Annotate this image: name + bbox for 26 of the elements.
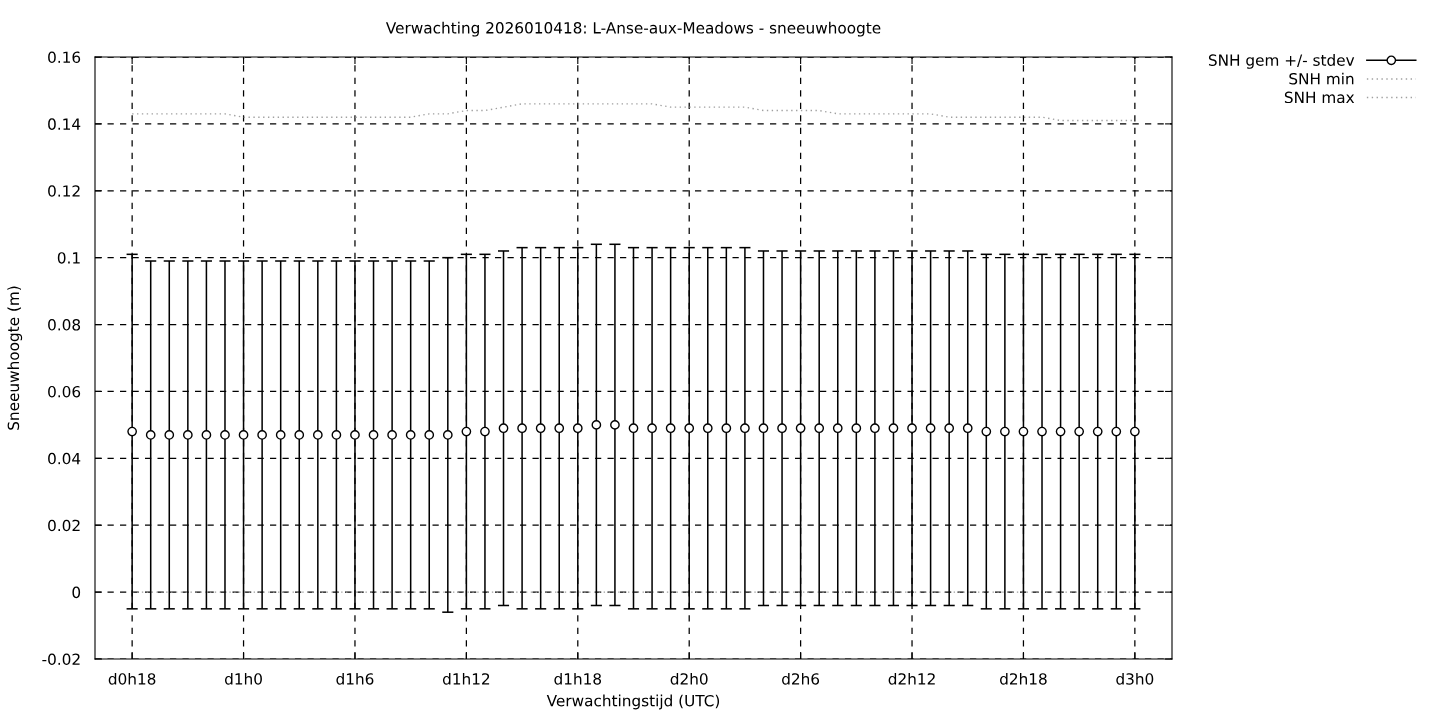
x-tick-label: d2h0 — [670, 672, 708, 685]
y-tick-label: 0.1 — [57, 252, 80, 264]
x-tick-label: d3h0 — [1116, 672, 1154, 685]
y-tick-label: 0.08 — [48, 319, 81, 331]
x-tick-label: d2h18 — [1000, 672, 1047, 685]
x-tick-label: d1h18 — [554, 672, 602, 685]
x-tick-label: d1h6 — [336, 672, 374, 685]
x-axis-title: Verwachtingstijd (UTC) — [546, 694, 720, 710]
chart-title: Verwachting 2026010418: L-Anse-aux-Meadows - sneeuwhoogte — [385, 21, 881, 37]
x-tick-label: d2h6 — [782, 672, 820, 685]
y-tick-label: 0.14 — [48, 118, 81, 130]
y-tick-label: 0.16 — [48, 51, 81, 64]
x-tick-label: d2h12 — [888, 672, 935, 685]
x-tick-label: d1h0 — [224, 672, 262, 685]
legend-label: SNH max — [1284, 91, 1355, 104]
legend-label: SNH min — [1289, 72, 1354, 85]
y-axis-title: Sneeuwhoogte (m) — [7, 286, 23, 430]
y-tick-label: 0 — [72, 586, 81, 599]
y-tick-label: 0.04 — [48, 452, 81, 465]
y-tick-label: -0.02 — [42, 653, 80, 666]
legend-label: SNH gem +/- stdev — [1208, 54, 1355, 69]
x-tick-label: d0h18 — [108, 672, 156, 685]
y-tick-label: 0.02 — [48, 519, 80, 532]
y-tick-label: 0.06 — [48, 385, 81, 398]
y-tick-label: 0.12 — [48, 185, 80, 197]
x-tick-label: d1h12 — [442, 672, 490, 685]
